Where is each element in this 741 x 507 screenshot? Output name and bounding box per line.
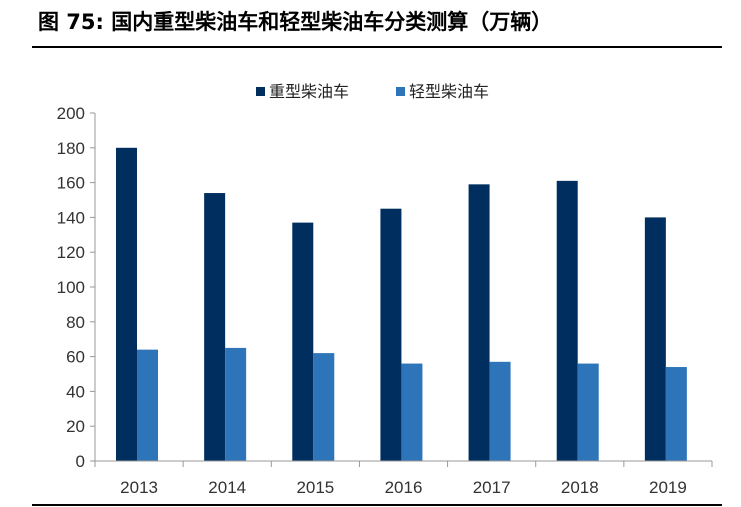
y-tick-label: 200 <box>57 104 85 123</box>
x-tick-label: 2019 <box>649 478 687 497</box>
bar-heavy-2013 <box>116 147 137 462</box>
y-tick-label: 60 <box>66 348 85 367</box>
y-tick-label: 120 <box>57 243 85 262</box>
bar-light-2014 <box>225 347 247 461</box>
x-axis: 2013 2014 2015 2016 2017 2018 2019 <box>94 460 713 497</box>
bar-heavy-2017 <box>468 184 490 461</box>
y-tick-label: 160 <box>57 174 85 193</box>
y-tick-label: 80 <box>66 313 85 332</box>
bar-heavy-2019 <box>644 217 666 461</box>
bar-light-2017 <box>489 361 511 461</box>
bar-light-2015 <box>313 353 335 461</box>
legend-swatch <box>256 87 265 96</box>
x-tick-label: 2015 <box>296 478 334 497</box>
bar-light-2013 <box>137 349 158 461</box>
bar-light-2016 <box>401 363 423 461</box>
legend-swatch <box>396 87 405 96</box>
y-axis: 0 20 40 60 80 100 120 140 160 180 200 <box>57 104 96 471</box>
y-tick-label: 40 <box>66 382 85 401</box>
figure-title: 图 75: 国内重型柴油车和轻型柴油车分类测算（万辆） <box>38 10 553 34</box>
y-tick-label: 180 <box>57 139 85 158</box>
legend-label: 轻型柴油车 <box>409 82 489 101</box>
bar-heavy-2018 <box>556 180 578 462</box>
x-tick-label: 2013 <box>120 478 158 497</box>
y-tick-label: 0 <box>76 452 85 471</box>
x-tick-label: 2016 <box>385 478 423 497</box>
bar-heavy-2014 <box>204 193 226 462</box>
y-tick-label: 100 <box>57 278 85 297</box>
x-tick-label: 2018 <box>561 478 599 497</box>
chart-legend: 重型柴油车 轻型柴油车 <box>256 82 489 101</box>
legend-label: 重型柴油车 <box>269 82 349 101</box>
x-tick-label: 2014 <box>208 478 246 497</box>
x-tick-label: 2017 <box>473 478 511 497</box>
bar-heavy-2015 <box>292 222 314 461</box>
bar-light-2018 <box>577 363 599 461</box>
y-tick-label: 20 <box>66 417 85 436</box>
title-rule <box>32 46 722 48</box>
bar-series-group <box>116 147 687 462</box>
bar-heavy-2016 <box>380 208 402 461</box>
bottom-rule <box>32 504 722 506</box>
bar-light-2019 <box>665 367 687 461</box>
y-tick-label: 140 <box>57 208 85 227</box>
